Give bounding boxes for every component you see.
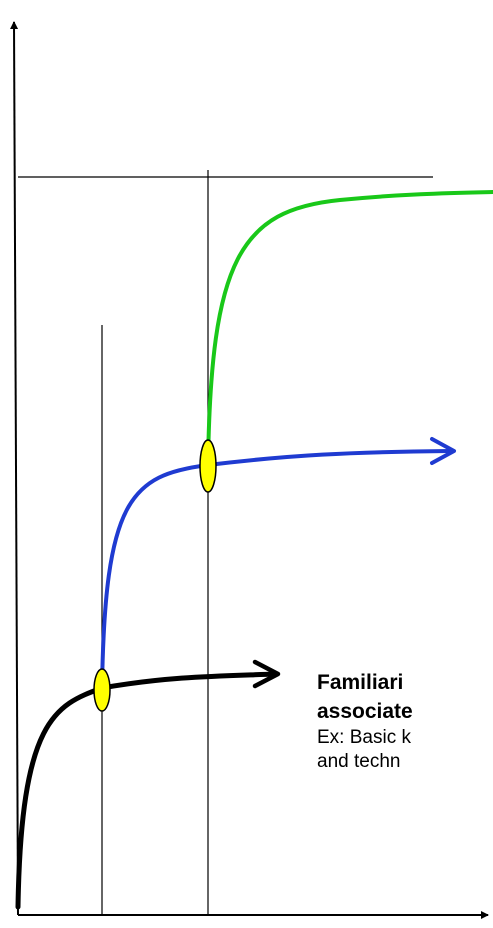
level-title-line-2: associate	[317, 700, 413, 723]
curve-basic-arrowhead	[252, 659, 281, 689]
y-axis	[10, 21, 19, 916]
curve-basic	[15, 671, 278, 910]
transition-marker	[199, 439, 217, 493]
level-example-line-1: Ex: Basic k	[317, 727, 411, 748]
level-example-line-2: and techn	[317, 751, 401, 772]
curve-middle	[100, 449, 452, 690]
transition-marker	[93, 668, 111, 712]
level-description: Familiari associate Ex: Basic k and tech…	[317, 668, 493, 774]
curve-top	[206, 190, 493, 467]
level-title-line-1: Familiari	[317, 671, 404, 694]
curve-middle-arrowhead	[430, 437, 456, 465]
